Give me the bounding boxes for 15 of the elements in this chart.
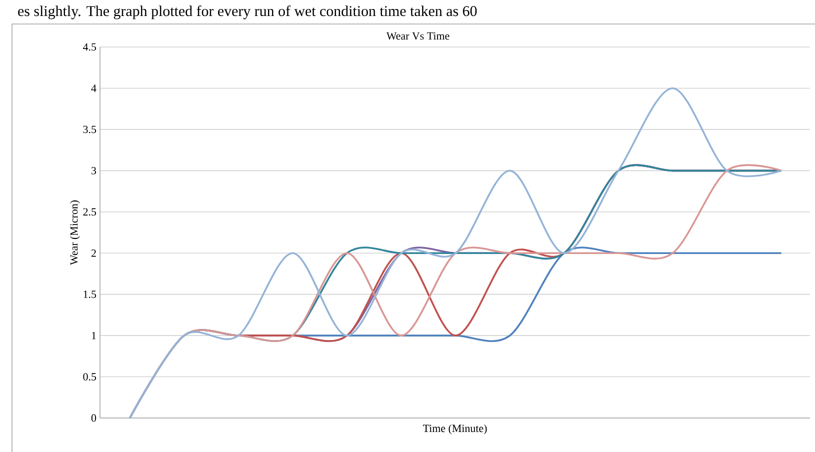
y-tick-label: 4.5 [83, 43, 96, 51]
y-tick-label: 4 [91, 84, 96, 92]
text: es slightly. The graph plotted for every run of wet condition time taken as 60 [18, 5, 477, 20]
y-tick-label: 1 [92, 332, 96, 340]
x-axis-title: Time (Minute) [422, 424, 487, 434]
y-tick-label: 2.5 [83, 208, 96, 216]
y-tick-label: 0 [91, 414, 96, 422]
y-axis-title: Wear (Micron) [70, 200, 80, 266]
y-tick-label: 2 [91, 249, 96, 257]
chart-title: Wear Vs Time [386, 32, 450, 40]
y-tick-label: 3.5 [83, 126, 96, 134]
y-tick-label: 1.5 [84, 290, 96, 298]
line-series [128, 87, 782, 419]
y-tick-label: 0.5 [83, 373, 96, 380]
y-tick-label: 3 [92, 166, 96, 174]
